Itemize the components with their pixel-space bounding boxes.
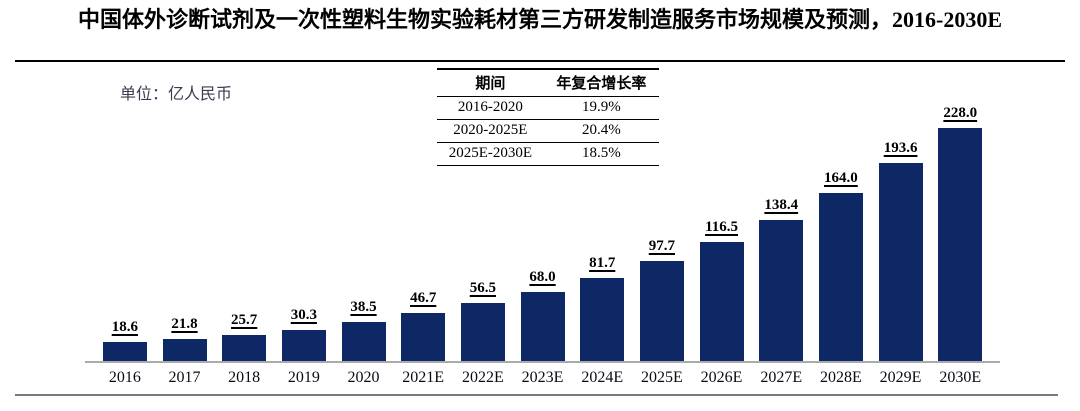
- bar-2018: [222, 335, 267, 361]
- bar-column-2028E: 164.0: [811, 170, 871, 361]
- bar-column-2017: 21.8: [155, 316, 215, 361]
- bar-2016: [102, 342, 147, 361]
- x-tick-2025E: 2025E: [640, 369, 683, 386]
- bar-chart-plot-area: 18.6 21.8 25.7 30.3 38.5 46.7 56.5 68.0 81.7 97.7…: [85, 105, 1000, 363]
- bar-column-2023E: 68.0: [513, 269, 573, 361]
- cagr-row: 2025E-2030E 18.5%: [437, 142, 659, 166]
- cagr-table-body: 2016-2020 19.9% 2020-2025E 20.4% 2025E-2030E…: [437, 96, 659, 166]
- bar-2017: [162, 339, 207, 361]
- title-divider: [15, 60, 1065, 62]
- bar-value-label: 18.6: [111, 319, 138, 335]
- bar-value-label: 38.5: [350, 299, 377, 315]
- cagr-header-row: 期间 年复合增长率: [437, 68, 659, 97]
- x-axis-labels: 2016 2017 2018 2019 2020 2021E 2022E 2023E 2024E…: [85, 369, 1000, 387]
- chart-title: 中国体外诊断试剂及一次性塑料生物实验耗材第三方研发制造服务市场规模及预测，201…: [77, 7, 1002, 32]
- x-tick-2023E: 2023E: [521, 369, 564, 386]
- x-tick-2027E: 2027E: [760, 369, 803, 386]
- bar-value-label: 21.8: [171, 316, 198, 332]
- x-tick-2026E: 2026E: [700, 369, 743, 386]
- bar-value-label: 164.0: [824, 170, 858, 186]
- bar-column-2020: 38.5: [334, 299, 394, 361]
- bar-column-2019: 30.3: [274, 307, 334, 361]
- cagr-period-cell: 2020-2025E: [437, 119, 544, 143]
- bar-column-2022E: 56.5: [453, 280, 513, 361]
- bar-value-label: 116.5: [705, 219, 739, 235]
- bar-2023E: [520, 292, 565, 361]
- bar-2020: [341, 322, 386, 361]
- bar-2025E: [639, 261, 684, 361]
- bar-column-2016: 18.6: [95, 319, 155, 361]
- cagr-table: 期间 年复合增长率 2016-2020 19.9% 2020-2025E 20.4% 2…: [437, 68, 659, 166]
- bar-value-label: 56.5: [469, 280, 496, 296]
- x-tick-2030E: 2030E: [939, 369, 982, 386]
- x-tick-2019: 2019: [287, 369, 320, 386]
- bar-column-2021E: 46.7: [393, 290, 453, 361]
- unit-label: 单位：亿人民币: [120, 86, 233, 103]
- bar-2027E: [759, 220, 804, 361]
- cagr-rate-cell: 20.4%: [543, 119, 659, 143]
- bar-value-label: 193.6: [883, 140, 918, 156]
- bar-2028E: [818, 193, 863, 361]
- cagr-header-rate: 年复合增长率: [543, 68, 659, 97]
- bottom-divider: [15, 394, 1058, 396]
- x-tick-2020: 2020: [347, 369, 380, 386]
- x-tick-2029E: 2029E: [879, 369, 922, 386]
- x-tick-2017: 2017: [168, 369, 201, 386]
- bar-2022E: [460, 303, 505, 361]
- bar-2030E: [938, 128, 983, 361]
- cagr-rate-cell: 19.9%: [543, 96, 659, 120]
- bar-value-label: 228.0: [943, 105, 978, 121]
- cagr-rate-cell: 18.5%: [543, 142, 659, 166]
- x-tick-2021E: 2021E: [402, 369, 445, 386]
- cagr-row: 2016-2020 19.9%: [437, 96, 659, 120]
- x-tick-2016: 2016: [108, 369, 141, 386]
- bar-value-label: 25.7: [231, 312, 258, 328]
- bar-column-2018: 25.7: [214, 312, 274, 361]
- bar-column-2025E: 97.7: [632, 238, 692, 361]
- bar-2019: [281, 330, 326, 361]
- bar-value-label: 138.4: [764, 197, 799, 213]
- bar-2021E: [401, 313, 446, 361]
- bar-column-2027E: 138.4: [751, 197, 811, 361]
- bar-value-label: 46.7: [410, 290, 437, 306]
- bar-value-label: 30.3: [290, 307, 317, 323]
- cagr-period-cell: 2025E-2030E: [437, 142, 544, 166]
- bar-column-2024E: 81.7: [572, 255, 632, 361]
- x-tick-2024E: 2024E: [581, 369, 624, 386]
- x-tick-2022E: 2022E: [461, 369, 504, 386]
- bar-column-2026E: 116.5: [692, 219, 752, 361]
- cagr-period-cell: 2016-2020: [437, 96, 544, 120]
- bar-column-2030E: 228.0: [930, 105, 990, 361]
- bar-value-label: 68.0: [529, 269, 556, 285]
- bar-2024E: [580, 278, 625, 361]
- x-tick-2028E: 2028E: [820, 369, 862, 386]
- bar-value-label: 81.7: [589, 255, 616, 271]
- cagr-row: 2020-2025E 20.4%: [437, 119, 659, 143]
- bar-2026E: [699, 242, 744, 361]
- cagr-table-header: 期间 年复合增长率: [437, 68, 659, 97]
- x-tick-2018: 2018: [228, 369, 261, 386]
- bar-2029E: [878, 163, 923, 361]
- bar-column-2029E: 193.6: [871, 140, 931, 361]
- cagr-header-period: 期间: [437, 68, 544, 97]
- bar-value-label: 97.7: [648, 238, 675, 254]
